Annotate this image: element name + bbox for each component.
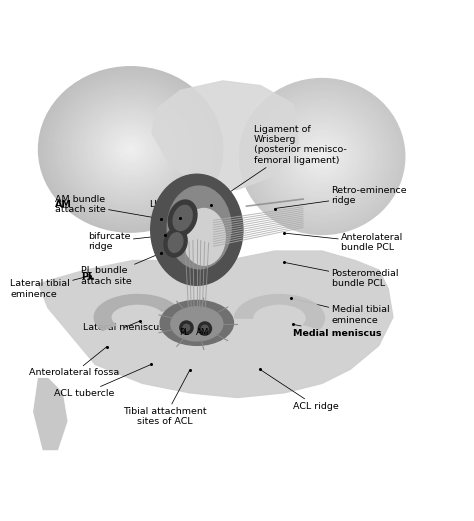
Ellipse shape bbox=[168, 233, 183, 252]
Text: Anterolateral
bundle PCL: Anterolateral bundle PCL bbox=[284, 233, 403, 252]
Text: Ligament of
Wrisberg
(posterior menisco-
femoral ligament): Ligament of Wrisberg (posterior menisco-… bbox=[211, 125, 346, 205]
Ellipse shape bbox=[292, 128, 352, 185]
Ellipse shape bbox=[100, 122, 161, 177]
Ellipse shape bbox=[57, 83, 204, 216]
Ellipse shape bbox=[297, 133, 347, 180]
Circle shape bbox=[201, 325, 208, 332]
Text: Lateral tibial
eminence: Lateral tibial eminence bbox=[10, 276, 91, 299]
Circle shape bbox=[183, 324, 190, 331]
Text: Retro-eminence
ridge: Retro-eminence ridge bbox=[275, 185, 407, 208]
Text: Medial tibial
eminence: Medial tibial eminence bbox=[292, 299, 389, 325]
Ellipse shape bbox=[256, 94, 388, 219]
Text: LIR: LIR bbox=[149, 200, 180, 218]
Ellipse shape bbox=[69, 94, 192, 205]
Text: Anterolateral fossa: Anterolateral fossa bbox=[29, 346, 119, 378]
Text: Medial meniscus: Medial meniscus bbox=[293, 324, 381, 338]
Ellipse shape bbox=[160, 301, 234, 345]
Polygon shape bbox=[152, 81, 299, 190]
Ellipse shape bbox=[118, 139, 143, 160]
Text: PL: PL bbox=[179, 328, 189, 337]
Ellipse shape bbox=[311, 146, 333, 167]
Ellipse shape bbox=[239, 79, 405, 234]
Ellipse shape bbox=[306, 141, 338, 172]
Ellipse shape bbox=[121, 141, 140, 158]
Ellipse shape bbox=[264, 102, 380, 211]
Ellipse shape bbox=[109, 130, 152, 169]
Ellipse shape bbox=[319, 154, 325, 159]
Ellipse shape bbox=[63, 89, 198, 210]
Ellipse shape bbox=[66, 92, 195, 207]
Circle shape bbox=[198, 322, 211, 335]
Text: PL bundle
attach site: PL bundle attach site bbox=[81, 253, 161, 286]
Ellipse shape bbox=[48, 75, 214, 224]
Ellipse shape bbox=[286, 123, 358, 190]
Text: AM: AM bbox=[55, 200, 72, 209]
Ellipse shape bbox=[78, 103, 183, 196]
Circle shape bbox=[180, 321, 193, 334]
Ellipse shape bbox=[262, 100, 383, 214]
Ellipse shape bbox=[128, 147, 134, 152]
Ellipse shape bbox=[259, 97, 385, 216]
Ellipse shape bbox=[164, 228, 187, 257]
Ellipse shape bbox=[283, 120, 361, 193]
Ellipse shape bbox=[84, 108, 177, 191]
Ellipse shape bbox=[75, 100, 186, 199]
Text: Posteromedial
bundle PCL: Posteromedial bundle PCL bbox=[284, 263, 399, 288]
Text: ACL tubercle: ACL tubercle bbox=[54, 365, 151, 398]
Ellipse shape bbox=[314, 148, 330, 164]
Ellipse shape bbox=[278, 115, 366, 198]
Ellipse shape bbox=[242, 81, 402, 232]
Ellipse shape bbox=[151, 174, 243, 286]
Ellipse shape bbox=[182, 208, 225, 265]
Ellipse shape bbox=[294, 131, 350, 182]
Ellipse shape bbox=[317, 151, 328, 162]
Ellipse shape bbox=[168, 200, 197, 236]
Ellipse shape bbox=[171, 307, 223, 341]
Text: AM bundle
attach site: AM bundle attach site bbox=[55, 195, 161, 219]
Text: bifurcate
ridge: bifurcate ridge bbox=[88, 232, 165, 251]
Text: Lateral meniscus: Lateral meniscus bbox=[83, 321, 164, 332]
Ellipse shape bbox=[245, 84, 399, 229]
Polygon shape bbox=[34, 379, 67, 450]
Ellipse shape bbox=[51, 78, 210, 221]
Ellipse shape bbox=[267, 105, 377, 208]
Ellipse shape bbox=[281, 118, 364, 195]
Text: PL: PL bbox=[81, 271, 94, 281]
Ellipse shape bbox=[173, 205, 192, 231]
Ellipse shape bbox=[73, 97, 189, 202]
Ellipse shape bbox=[125, 144, 137, 155]
Ellipse shape bbox=[270, 107, 374, 206]
Ellipse shape bbox=[103, 125, 158, 174]
Ellipse shape bbox=[88, 111, 173, 188]
Ellipse shape bbox=[94, 116, 167, 182]
Ellipse shape bbox=[300, 136, 344, 177]
Ellipse shape bbox=[97, 119, 164, 180]
Ellipse shape bbox=[303, 139, 341, 175]
Ellipse shape bbox=[82, 105, 180, 193]
Ellipse shape bbox=[42, 69, 220, 229]
Polygon shape bbox=[38, 251, 393, 398]
Ellipse shape bbox=[115, 135, 146, 163]
Ellipse shape bbox=[106, 127, 155, 171]
Ellipse shape bbox=[289, 126, 355, 188]
Ellipse shape bbox=[167, 186, 231, 269]
Text: Tibial attachment
sites of ACL: Tibial attachment sites of ACL bbox=[123, 370, 207, 426]
Ellipse shape bbox=[275, 113, 369, 201]
Polygon shape bbox=[235, 294, 324, 329]
Ellipse shape bbox=[247, 86, 397, 227]
Ellipse shape bbox=[45, 72, 217, 227]
Ellipse shape bbox=[253, 92, 391, 221]
Polygon shape bbox=[94, 294, 176, 330]
Text: ACL ridge: ACL ridge bbox=[260, 369, 338, 411]
Ellipse shape bbox=[273, 110, 372, 203]
Ellipse shape bbox=[250, 89, 394, 224]
Ellipse shape bbox=[308, 143, 336, 169]
Ellipse shape bbox=[91, 114, 171, 185]
Ellipse shape bbox=[54, 81, 208, 218]
Ellipse shape bbox=[38, 67, 223, 232]
Ellipse shape bbox=[112, 133, 149, 166]
Ellipse shape bbox=[60, 86, 201, 213]
Text: AM: AM bbox=[196, 328, 210, 337]
